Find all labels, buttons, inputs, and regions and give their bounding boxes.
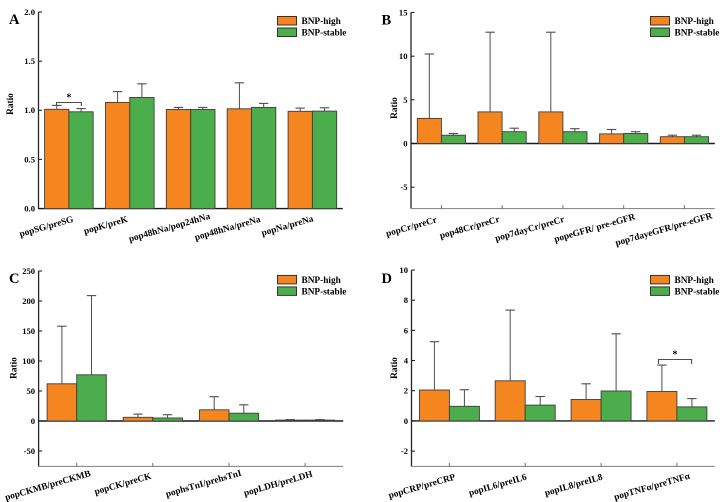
svg-text:B: B <box>382 13 392 29</box>
svg-text:1.5: 1.5 <box>24 56 35 66</box>
svg-text:0: 0 <box>403 138 407 148</box>
svg-text:Ratio: Ratio <box>10 357 20 379</box>
svg-text:*: * <box>66 93 71 104</box>
svg-text:0: 0 <box>31 416 35 426</box>
svg-text:2: 2 <box>404 386 408 396</box>
svg-text:C: C <box>9 271 19 287</box>
svg-text:150: 150 <box>22 326 35 336</box>
svg-text:*: * <box>673 350 678 361</box>
svg-text:0: 0 <box>404 416 408 426</box>
svg-text:1.0: 1.0 <box>24 105 35 115</box>
svg-text:Ratio: Ratio <box>6 93 16 115</box>
svg-text:A: A <box>9 12 20 28</box>
svg-text:Ratio: Ratio <box>390 357 400 379</box>
svg-text:2.0: 2.0 <box>24 7 35 17</box>
svg-text:BNP-stable: BNP-stable <box>675 287 720 297</box>
svg-text:10: 10 <box>399 265 408 275</box>
svg-text:250: 250 <box>22 266 35 276</box>
svg-text:BNP-stable: BNP-stable <box>675 29 720 39</box>
svg-text:Ratio: Ratio <box>390 97 400 119</box>
svg-text:5: 5 <box>403 95 407 105</box>
svg-text:-2: -2 <box>401 446 408 456</box>
svg-text:15: 15 <box>399 7 408 17</box>
svg-text:BNP-high: BNP-high <box>302 276 342 286</box>
svg-text:BNP-stable: BNP-stable <box>302 287 347 297</box>
svg-text:200: 200 <box>22 296 35 306</box>
svg-text:100: 100 <box>22 356 35 366</box>
svg-text:BNP-high: BNP-high <box>675 276 715 286</box>
svg-text:0.5: 0.5 <box>24 154 35 164</box>
svg-text:-50: -50 <box>24 446 35 456</box>
svg-text:50: 50 <box>27 386 36 396</box>
svg-text:BNP-high: BNP-high <box>675 17 715 27</box>
svg-text:-5: -5 <box>400 182 407 192</box>
svg-text:D: D <box>382 271 392 287</box>
svg-text:4: 4 <box>404 355 409 365</box>
svg-text:BNP-high: BNP-high <box>302 17 342 27</box>
svg-text:6: 6 <box>404 325 409 335</box>
svg-text:10: 10 <box>399 51 408 61</box>
svg-text:BNP-stable: BNP-stable <box>302 29 347 39</box>
svg-text:8: 8 <box>404 295 409 305</box>
svg-text:0.0: 0.0 <box>24 204 35 214</box>
